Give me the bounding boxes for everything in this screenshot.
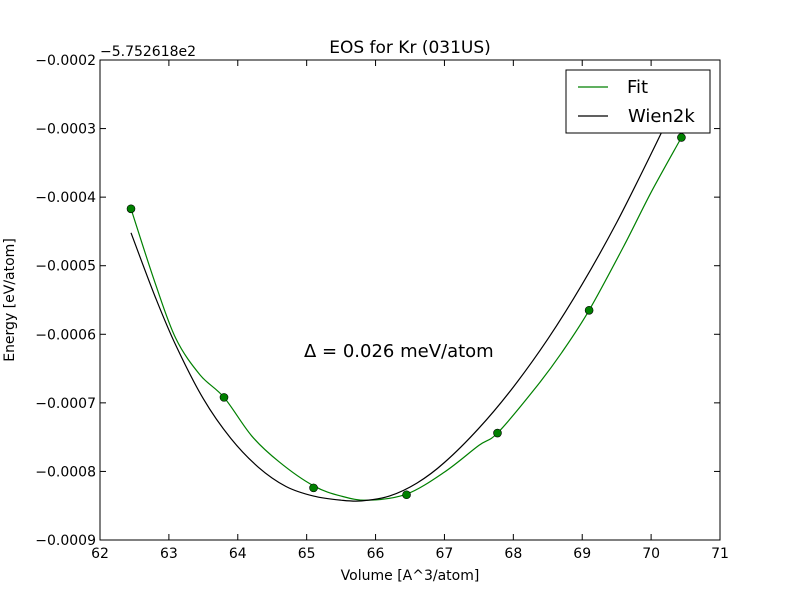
data-point <box>677 133 686 142</box>
x-tick-label: 63 <box>160 546 178 562</box>
x-tick-label: 64 <box>229 546 247 562</box>
x-axis-title: Volume [A^3/atom] <box>341 568 480 584</box>
x-tick-label: 68 <box>504 546 522 562</box>
series-group <box>126 90 686 502</box>
x-tick-label: 67 <box>436 546 454 562</box>
data-point <box>219 393 229 402</box>
y-offset-label: −5.752618e2 <box>100 44 196 60</box>
delta-annotation: Δ = 0.026 meV/atom <box>304 341 494 362</box>
x-tick-label: 71 <box>711 546 729 562</box>
legend-fit-label: Fit <box>627 77 648 98</box>
y-tick-label: −0.0007 <box>35 396 96 412</box>
x-tick-label: 70 <box>642 546 660 562</box>
axis-ticks: 62 63 64 65 66 67 68 69 70 71 −0.0009 −0.0008 −0.000… <box>35 53 729 562</box>
plot-frame <box>99 59 721 541</box>
y-tick-label: −0.0004 <box>35 190 96 206</box>
y-axis-title: Energy [eV/atom] <box>2 238 18 362</box>
series-line-wien2k <box>130 90 682 502</box>
legend: Fit Wien2k <box>565 69 711 134</box>
y-tick-label: −0.0003 <box>35 122 96 138</box>
legend-box <box>565 69 711 134</box>
data-point <box>402 490 411 500</box>
data-point <box>493 428 502 438</box>
plot-area <box>126 90 686 502</box>
y-tick-label: −0.0006 <box>35 327 96 343</box>
x-tick-label: 62 <box>91 546 109 562</box>
data-point <box>126 204 136 214</box>
data-point <box>584 305 594 315</box>
y-tick-label: −0.0009 <box>35 533 96 549</box>
data-point <box>309 483 318 493</box>
x-tick-label: 69 <box>573 546 591 562</box>
chart-title: EOS for Kr (031US) <box>329 38 491 58</box>
x-tick-label: 65 <box>298 546 316 562</box>
legend-wien2k-label: Wien2k <box>628 106 695 127</box>
y-tick-label: −0.0008 <box>35 464 96 480</box>
y-tick-label: −0.0005 <box>35 259 96 275</box>
y-tick-label: −0.0002 <box>35 53 96 69</box>
x-tick-label: 66 <box>367 546 385 562</box>
